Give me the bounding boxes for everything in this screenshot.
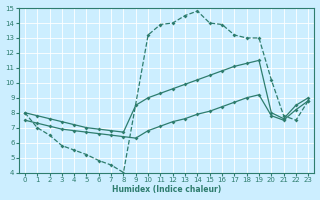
X-axis label: Humidex (Indice chaleur): Humidex (Indice chaleur) [112,185,221,194]
